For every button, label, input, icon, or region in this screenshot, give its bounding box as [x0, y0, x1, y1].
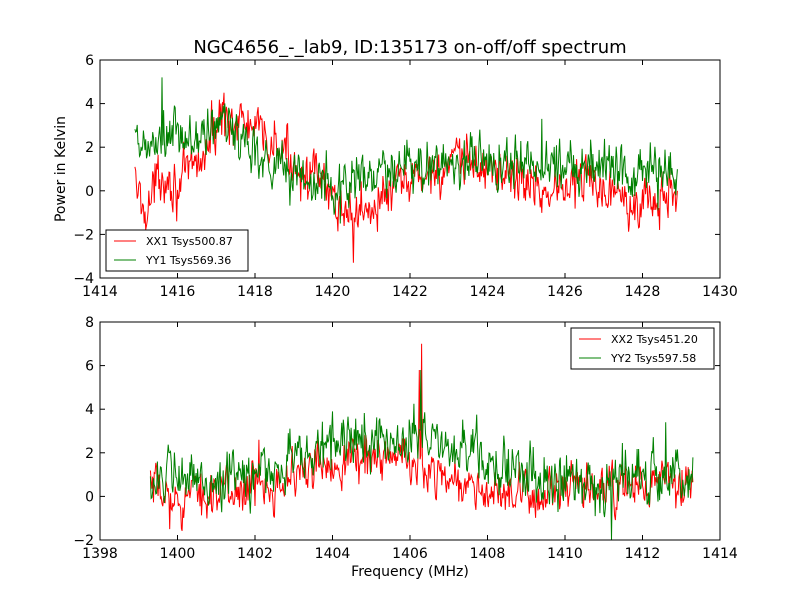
x-tick-label: 1412: [625, 546, 661, 562]
y-tick-label: 2: [85, 140, 94, 156]
x-tick-label: 1424: [470, 284, 506, 300]
top-spectrum-panel: 1414 1416 1418 1420 1422 1424 1426 1428 1430 −4 −2…: [53, 53, 738, 300]
legend-label: XX1 Tsys500.87: [146, 235, 233, 248]
figure-title: NGC4656_-_lab9, ID:135173 on-off/off spe…: [193, 37, 626, 58]
y-tick-label: 8: [85, 315, 94, 331]
x-tick-label: 1426: [547, 284, 583, 300]
x-tick-label: 1408: [470, 546, 506, 562]
y-tick-label: −4: [73, 271, 94, 287]
x-tick-label: 1410: [547, 546, 583, 562]
x-tick-label: 1402: [237, 546, 273, 562]
y-axis-label: Power in Kelvin: [53, 116, 69, 222]
x-tick-label: 1414: [82, 284, 118, 300]
legend-label: YY2 Tsys597.58: [610, 352, 696, 365]
x-tick-label: 1404: [315, 546, 351, 562]
series-line-yy1: [134, 77, 678, 224]
x-tick-label: 1416: [160, 284, 196, 300]
y-tick-label: 2: [85, 446, 94, 462]
y-tick-label: 6: [85, 359, 94, 375]
legend: XX1 Tsys500.87 YY1 Tsys569.36: [105, 229, 249, 272]
x-tick-label: 1422: [392, 284, 428, 300]
legend-label: XX2 Tsys451.20: [611, 333, 698, 346]
x-tick-label: 1420: [315, 284, 351, 300]
y-tick-label: 0: [85, 184, 94, 200]
x-tick-label: 1398: [82, 546, 118, 562]
legend-label: YY1 Tsys569.36: [145, 254, 231, 267]
y-tick-label: 6: [85, 53, 94, 69]
x-tick-label: 1400: [160, 546, 196, 562]
y-tick-label: 4: [85, 97, 94, 113]
legend: XX2 Tsys451.20 YY2 Tsys597.58: [570, 327, 715, 370]
x-tick-label: 1414: [702, 546, 738, 562]
y-tick-label: 0: [85, 489, 94, 505]
bottom-spectrum-panel: 1398 1400 1402 1404 1406 1408 1410 1412 1414 −2 0 2…: [73, 315, 738, 580]
series-line-yy2: [149, 369, 694, 540]
x-tick-label: 1406: [392, 546, 428, 562]
y-tick-label: 4: [85, 402, 94, 418]
x-tick-label: 1418: [237, 284, 273, 300]
y-tick-label: −2: [73, 227, 94, 243]
x-tick-label: 1428: [625, 284, 661, 300]
x-tick-label: 1430: [702, 284, 738, 300]
y-tick-label: −2: [73, 533, 94, 549]
x-axis-label: Frequency (MHz): [351, 564, 469, 580]
